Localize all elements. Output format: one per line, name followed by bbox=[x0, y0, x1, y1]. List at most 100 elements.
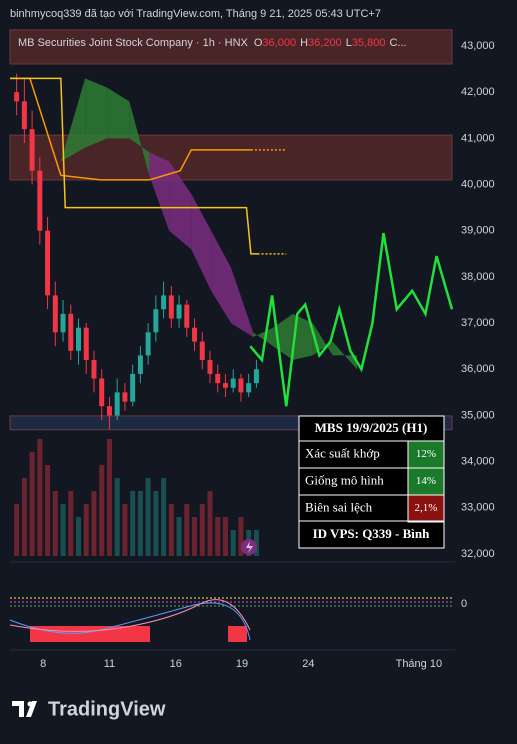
x-tick-label: Tháng 10 bbox=[396, 658, 442, 670]
volume-bar bbox=[114, 478, 120, 556]
volume-bar bbox=[83, 504, 89, 556]
candle-body bbox=[45, 230, 51, 296]
osc-line bbox=[9, 599, 251, 632]
legend-h-label: H bbox=[300, 37, 308, 49]
y-tick-label: 40,000 bbox=[461, 178, 495, 190]
info-value-cell bbox=[407, 494, 445, 523]
indicator-line bbox=[10, 77, 251, 181]
cloud-segment bbox=[292, 313, 313, 361]
info-label: Giống mô hình bbox=[305, 472, 384, 487]
info-value-cell bbox=[407, 440, 445, 469]
volume-bar bbox=[161, 478, 167, 556]
candle-body bbox=[153, 309, 159, 333]
volume-bar bbox=[52, 491, 58, 556]
candle-body bbox=[130, 373, 136, 402]
cloud-segment bbox=[169, 161, 192, 250]
info-value: 12% bbox=[416, 448, 436, 460]
candle-body bbox=[192, 327, 198, 342]
legend-l: 35,800 bbox=[352, 37, 386, 49]
info-label: Xác suất khớp bbox=[305, 445, 380, 460]
legend-o-label: O bbox=[254, 37, 263, 49]
volume-bar bbox=[21, 478, 27, 556]
zone bbox=[9, 29, 453, 65]
info-footer: ID VPS: Q339 - Bình bbox=[313, 526, 431, 541]
candle-body bbox=[114, 392, 120, 416]
candle-body bbox=[99, 378, 105, 407]
volume-bar bbox=[45, 465, 51, 556]
y-tick-label: 35,000 bbox=[461, 409, 495, 421]
candle-body bbox=[68, 313, 74, 351]
volume-bar bbox=[60, 504, 66, 556]
volume-bar bbox=[76, 517, 82, 556]
candle-body bbox=[37, 170, 43, 231]
y-tick-label: 38,000 bbox=[461, 271, 495, 283]
volume-bar bbox=[192, 517, 198, 556]
y-tick-label: 36,000 bbox=[461, 363, 495, 375]
candle-body bbox=[137, 355, 143, 374]
y-tick-label: 32,000 bbox=[461, 548, 495, 560]
legend-l-label: L bbox=[346, 37, 352, 49]
volume-bar bbox=[145, 478, 151, 556]
candle-body bbox=[238, 378, 244, 393]
credit: binhmycoq339 đã tạo với TradingView.com,… bbox=[10, 8, 381, 20]
candle-body bbox=[199, 341, 205, 361]
cloud-segment bbox=[253, 327, 273, 347]
volume-bar bbox=[230, 530, 236, 556]
candle-body bbox=[215, 373, 221, 384]
cloud-segment bbox=[231, 267, 254, 337]
info-value: 14% bbox=[416, 475, 436, 487]
candle-body bbox=[14, 92, 20, 102]
info-box: MBS 19/9/2025 (H1) Xác suất khớp 12% Giống… bbox=[298, 415, 445, 549]
volume-bar bbox=[99, 465, 105, 556]
volume-bar bbox=[68, 491, 74, 556]
candle-body bbox=[207, 360, 213, 374]
candle-body bbox=[29, 129, 35, 171]
volume-bar bbox=[37, 439, 43, 556]
cloud-segment bbox=[191, 193, 212, 291]
brand: TradingView bbox=[12, 698, 166, 720]
candle-body bbox=[106, 406, 112, 416]
event-icon-bolt bbox=[246, 541, 253, 553]
info-label: Biên sai lệch bbox=[305, 499, 373, 514]
y-tick-label: 42,000 bbox=[461, 86, 495, 98]
candle-body bbox=[222, 383, 228, 388]
y-tick-label: 34,000 bbox=[461, 456, 495, 468]
legend-symbol: MB Securities Joint Stock Company · 1h ·… bbox=[18, 37, 249, 49]
y-tick-label: 39,000 bbox=[461, 225, 495, 237]
brand-logo-dot bbox=[27, 701, 33, 707]
osc-signal bbox=[30, 626, 150, 642]
candle-body bbox=[91, 360, 97, 379]
x-tick-label: 19 bbox=[236, 658, 248, 670]
x-tick-label: 16 bbox=[170, 658, 182, 670]
x-tick-label: 8 bbox=[40, 658, 46, 670]
legend-o: 36,000 bbox=[262, 37, 296, 49]
volume-bar bbox=[168, 504, 174, 556]
volume-bar bbox=[238, 517, 244, 556]
cloud-segment bbox=[149, 152, 170, 231]
volume-bar bbox=[106, 439, 112, 556]
candle-body bbox=[246, 383, 252, 393]
cloud-segment bbox=[107, 87, 130, 139]
volume-bar bbox=[184, 504, 190, 556]
candle-body bbox=[161, 295, 167, 310]
volume-bar bbox=[215, 517, 221, 556]
legend: MB Securities Joint Stock Company · 1h ·… bbox=[18, 37, 407, 49]
candle-body bbox=[176, 304, 182, 319]
cloud-segment bbox=[332, 341, 357, 370]
cloud-segment bbox=[60, 78, 86, 162]
volume-bar bbox=[130, 491, 136, 556]
x-tick-label: 11 bbox=[104, 658, 115, 670]
volume-bar bbox=[199, 504, 205, 556]
legend-h: 36,200 bbox=[308, 37, 342, 49]
volume-bar bbox=[29, 452, 35, 556]
cloud-segment bbox=[129, 101, 150, 176]
osc-line bbox=[9, 602, 251, 641]
candle-body bbox=[83, 327, 89, 361]
volume-bar bbox=[153, 491, 159, 556]
candle-body bbox=[76, 327, 82, 351]
volume-bar bbox=[253, 530, 259, 556]
info-title: MBS 19/9/2025 (H1) bbox=[315, 420, 428, 435]
candle-body bbox=[168, 295, 174, 319]
y-tick-label: 37,000 bbox=[461, 317, 495, 329]
